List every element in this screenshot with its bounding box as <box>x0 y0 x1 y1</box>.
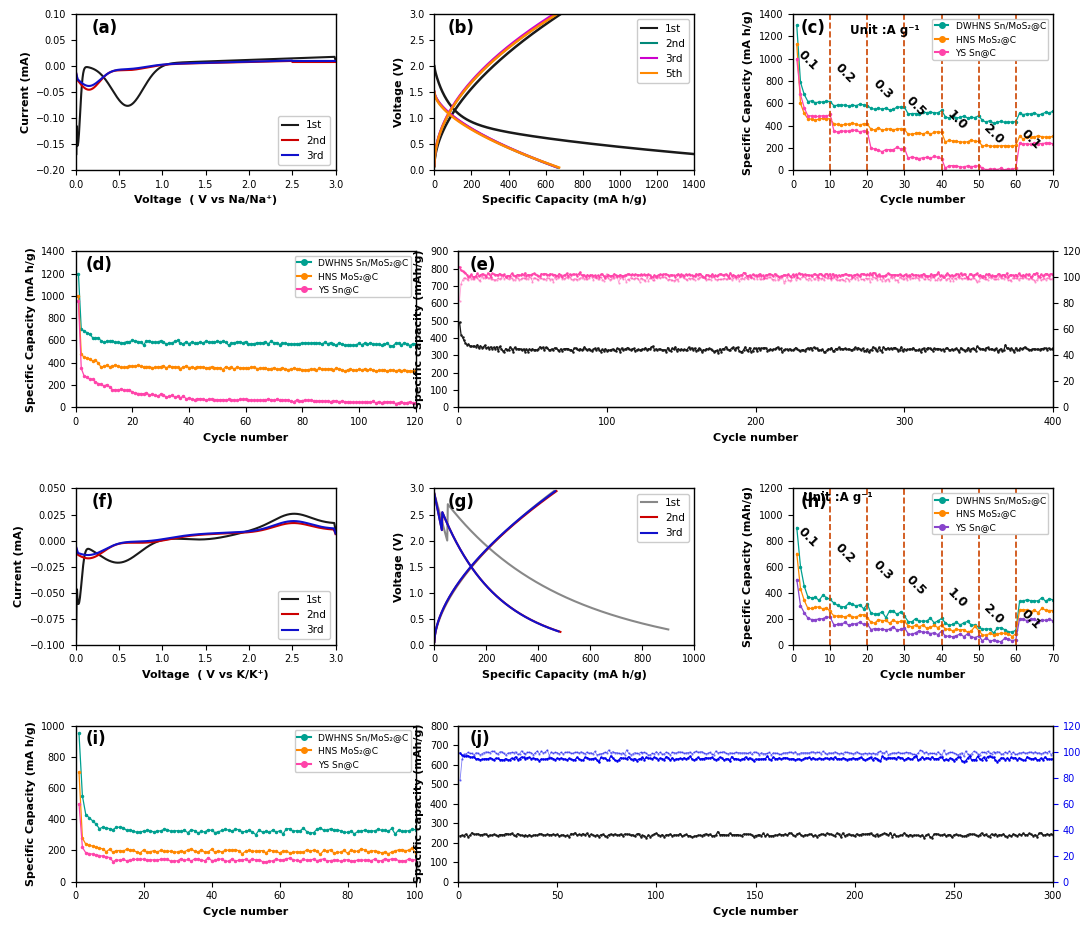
Y-axis label: Voltage (V): Voltage (V) <box>393 57 404 127</box>
Text: (j): (j) <box>470 730 490 749</box>
Text: 1.0: 1.0 <box>944 108 969 133</box>
Text: 2.0: 2.0 <box>981 602 1007 627</box>
Y-axis label: Specific capacity (mAh/g): Specific capacity (mAh/g) <box>415 250 424 409</box>
Text: (e): (e) <box>470 256 497 274</box>
Y-axis label: Current (mA): Current (mA) <box>14 525 25 607</box>
Y-axis label: Specific Capacity (mA h/g): Specific Capacity (mA h/g) <box>743 9 753 174</box>
Text: Unit :A g⁻¹: Unit :A g⁻¹ <box>804 491 873 504</box>
Text: 0.3: 0.3 <box>869 77 894 102</box>
Text: 0.2: 0.2 <box>833 540 858 566</box>
Y-axis label: Specific Capacity (mA h/g): Specific Capacity (mA h/g) <box>26 247 36 412</box>
X-axis label: Cycle number: Cycle number <box>713 433 798 442</box>
Text: 0.3: 0.3 <box>869 557 894 583</box>
Text: (c): (c) <box>801 19 826 37</box>
X-axis label: Voltage  ( V vs Na/Na⁺): Voltage ( V vs Na/Na⁺) <box>134 195 278 206</box>
Legend: DWHNS Sn/MoS₂@C, HNS MoS₂@C, YS Sn@C: DWHNS Sn/MoS₂@C, HNS MoS₂@C, YS Sn@C <box>295 730 411 771</box>
Text: (g): (g) <box>447 493 474 511</box>
Y-axis label: Specific capacity (mAh/g): Specific capacity (mAh/g) <box>415 724 424 884</box>
Legend: 1st, 2nd, 3rd: 1st, 2nd, 3rd <box>279 116 330 165</box>
Text: (d): (d) <box>85 256 112 274</box>
Text: 0.1: 0.1 <box>1018 127 1043 152</box>
X-axis label: Cycle number: Cycle number <box>880 670 966 680</box>
Legend: DWHNS Sn/MoS₂@C, HNS MoS₂@C, YS Sn@C: DWHNS Sn/MoS₂@C, HNS MoS₂@C, YS Sn@C <box>932 493 1049 535</box>
Text: Unit :A g⁻¹: Unit :A g⁻¹ <box>850 25 920 38</box>
Text: (f): (f) <box>91 493 113 511</box>
Text: (a): (a) <box>91 19 118 37</box>
Text: 0.1: 0.1 <box>796 48 821 73</box>
Legend: 1st, 2nd, 3rd, 5th: 1st, 2nd, 3rd, 5th <box>637 20 689 83</box>
Text: 2.0: 2.0 <box>981 122 1007 146</box>
X-axis label: Cycle number: Cycle number <box>713 907 798 917</box>
Text: 1.0: 1.0 <box>944 587 969 611</box>
Y-axis label: Specific Capacity (mAh/g): Specific Capacity (mAh/g) <box>743 486 753 647</box>
X-axis label: Specific Capacity (mA h/g): Specific Capacity (mA h/g) <box>482 195 647 206</box>
Text: (b): (b) <box>447 19 474 37</box>
X-axis label: Cycle number: Cycle number <box>880 195 966 206</box>
Legend: 1st, 2nd, 3rd: 1st, 2nd, 3rd <box>279 590 330 639</box>
Y-axis label: Voltage (V): Voltage (V) <box>393 532 404 602</box>
Legend: DWHNS Sn/MoS₂@C, HNS MoS₂@C, YS Sn@C: DWHNS Sn/MoS₂@C, HNS MoS₂@C, YS Sn@C <box>932 19 1049 60</box>
Text: 0.1: 0.1 <box>796 525 821 550</box>
Text: 0.5: 0.5 <box>903 573 928 598</box>
Legend: DWHNS Sn/MoS₂@C, HNS MoS₂@C, YS Sn@C: DWHNS Sn/MoS₂@C, HNS MoS₂@C, YS Sn@C <box>295 256 411 297</box>
Text: (h): (h) <box>801 493 827 511</box>
X-axis label: Specific Capacity (mA h/g): Specific Capacity (mA h/g) <box>482 670 647 680</box>
Y-axis label: Current (mA): Current (mA) <box>21 51 30 133</box>
Y-axis label: Specific Capacity (mA h/g): Specific Capacity (mA h/g) <box>26 721 36 886</box>
X-axis label: Voltage  ( V vs K/K⁺): Voltage ( V vs K/K⁺) <box>143 670 269 680</box>
Legend: 1st, 2nd, 3rd: 1st, 2nd, 3rd <box>637 494 689 542</box>
X-axis label: Cycle number: Cycle number <box>203 907 288 917</box>
Text: 0.5: 0.5 <box>903 93 928 119</box>
Text: 0.2: 0.2 <box>833 61 858 86</box>
Text: 0.1: 0.1 <box>1018 607 1043 632</box>
X-axis label: Cycle number: Cycle number <box>203 433 288 442</box>
Text: (i): (i) <box>85 730 107 749</box>
